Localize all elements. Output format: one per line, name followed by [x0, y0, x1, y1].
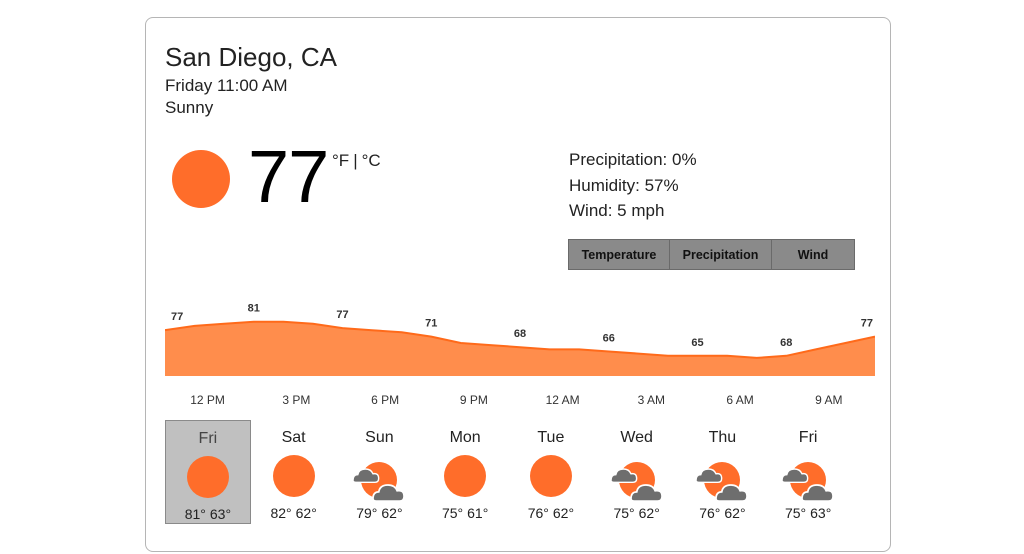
chart-data-label: 65 [691, 337, 703, 349]
forecast-temps: 76° 62° [680, 505, 766, 521]
daily-forecast: Fri 81° 63° Sat 82° 62° Sun 79° 62° Mon 75° 61° Tue 7… [165, 420, 851, 524]
weather-condition: Sunny [165, 98, 214, 117]
forecast-temps: 75° 63° [765, 505, 851, 521]
chart-tabs: Temperature Precipitation Wind [568, 239, 855, 270]
forecast-high: 76° [699, 505, 721, 521]
chart-tick-label: 6 AM [726, 393, 754, 407]
sun-icon [172, 150, 230, 208]
forecast-day[interactable]: Fri 81° 63° [165, 420, 251, 524]
forecast-day-name: Thu [708, 429, 737, 446]
temperature-chart-svg: 77 81 77 71 68 66 65 68 77 [164, 303, 876, 376]
chart-tick-label: 3 AM [637, 393, 666, 407]
forecast-temps: 82° 62° [251, 505, 337, 521]
chart-data-label: 68 [780, 337, 792, 349]
chart-time-axis: 12 PM 3 PM 6 PM 9 PM 12 AM 3 AM 6 AM 9 AM [146, 393, 892, 409]
forecast-day-name: Fri [798, 429, 818, 446]
forecast-low: 63° [209, 506, 232, 522]
current-temperature: 77 [248, 135, 329, 218]
tab-precipitation[interactable]: Precipitation [669, 239, 772, 270]
forecast-high: 75° [784, 505, 807, 521]
forecast-day-name: Wed [620, 429, 653, 446]
chart-data-label: 81 [248, 303, 260, 315]
forecast-high: 81° [184, 506, 206, 522]
location-title: San Diego, CA [165, 42, 337, 72]
forecast-high: 75° [613, 505, 635, 521]
forecast-day[interactable]: Thu 76° 62° [680, 420, 766, 524]
precipitation-value: Precipitation: 0% [569, 150, 697, 169]
chart-data-label: 77 [861, 318, 873, 330]
partly-cloudy-icon [609, 453, 665, 502]
date-time: Friday 11:00 AM [165, 76, 288, 95]
forecast-low: 62° [638, 505, 660, 521]
sun-icon [185, 454, 231, 500]
partly-cloudy-icon [351, 453, 407, 502]
forecast-low: 62° [381, 505, 403, 521]
forecast-day[interactable]: Tue 76° 62° [508, 420, 594, 524]
sun-icon [528, 453, 574, 499]
wind-value: Wind: 5 mph [569, 201, 665, 220]
temperature-area [165, 321, 875, 376]
chart-data-label: 71 [425, 318, 437, 330]
unit-separator: | [353, 151, 358, 170]
forecast-day-name: Tue [537, 429, 565, 446]
unit-switcher: °F | °C [332, 151, 381, 171]
forecast-day[interactable]: Mon 75° 61° [422, 420, 508, 524]
forecast-low: 61° [467, 505, 489, 521]
forecast-day[interactable]: Sat 82° 62° [251, 420, 337, 524]
forecast-low: 62° [295, 505, 317, 521]
weather-details: Precipitation: 0% Humidity: 57% Wind: 5 … [569, 147, 697, 224]
chart-tick-label: 9 PM [459, 393, 488, 407]
forecast-temps: 76° 62° [508, 505, 594, 521]
forecast-day-name: Sun [365, 429, 394, 446]
forecast-day-name: Fri [198, 430, 218, 447]
forecast-low: 63° [810, 505, 832, 521]
forecast-day[interactable]: Wed 75° 62° [594, 420, 680, 524]
chart-tick-label: 9 AM [815, 393, 843, 407]
forecast-high: 76° [527, 505, 549, 521]
forecast-day[interactable]: Sun 79° 62° [337, 420, 423, 524]
celsius-toggle[interactable]: °C [361, 151, 381, 170]
partly-cloudy-icon [694, 453, 750, 502]
temperature-line [164, 320, 876, 359]
forecast-day-name: Sat [281, 429, 306, 446]
forecast-high: 79° [356, 505, 378, 521]
forecast-day-name: Mon [449, 429, 481, 446]
chart-data-label: 66 [603, 333, 615, 345]
chart-data-label: 77 [336, 309, 348, 321]
forecast-temps: 75° 61° [422, 505, 508, 521]
chart-tick-label: 3 PM [282, 393, 311, 407]
forecast-high: 82° [270, 505, 292, 521]
partly-cloudy-icon [780, 453, 836, 502]
sun-icon [442, 453, 488, 499]
forecast-temps: 75° 62° [594, 505, 680, 521]
forecast-low: 62° [552, 505, 575, 521]
forecast-day[interactable]: Fri 75° 63° [765, 420, 851, 524]
forecast-temps: 79° 62° [337, 505, 423, 521]
tab-wind[interactable]: Wind [771, 239, 855, 270]
chart-tick-label: 6 PM [371, 393, 400, 407]
humidity-value: Humidity: 57% [569, 175, 679, 195]
chart-tick-label: 12 PM [190, 393, 225, 407]
chart-data-label: 68 [514, 328, 526, 340]
temperature-chart: 77 81 77 71 68 66 65 68 77 [164, 283, 876, 384]
tab-temperature[interactable]: Temperature [568, 239, 670, 270]
weather-card: San Diego, CA Friday 11:00 AM Sunny 77 °… [145, 17, 891, 552]
forecast-low: 62° [724, 505, 746, 521]
chart-tick-label: 12 AM [545, 393, 580, 407]
fahrenheit-toggle[interactable]: °F [332, 151, 350, 170]
forecast-temps: 81° 63° [166, 506, 250, 522]
chart-data-label: 77 [171, 311, 183, 323]
sun-icon [271, 453, 317, 499]
forecast-high: 75° [441, 505, 464, 521]
